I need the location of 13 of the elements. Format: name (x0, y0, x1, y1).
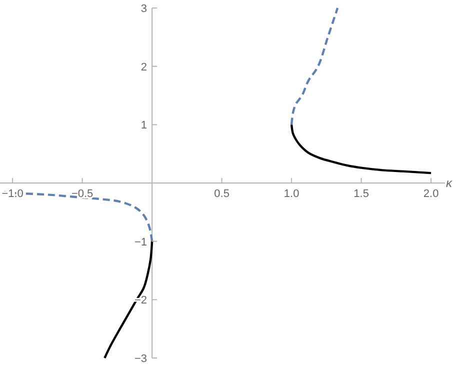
line-series (290, 124, 432, 174)
x-tick-label: −0.5 (71, 188, 94, 200)
x-tick-label: 1.0 (284, 188, 300, 200)
y-tick-label: −1 (134, 236, 148, 248)
x-tick-label: 1.5 (354, 188, 369, 200)
x-axis-title: κ (446, 176, 453, 190)
x-tick-label: 2.0 (423, 188, 439, 200)
y-tick-label: −3 (134, 353, 148, 365)
x-tick-label: 0.5 (214, 188, 230, 200)
y-tick-label: 2 (140, 61, 148, 74)
y-tick-label: 1 (140, 120, 148, 132)
line-series (290, 6, 339, 126)
y-tick-label: 3 (140, 3, 148, 15)
